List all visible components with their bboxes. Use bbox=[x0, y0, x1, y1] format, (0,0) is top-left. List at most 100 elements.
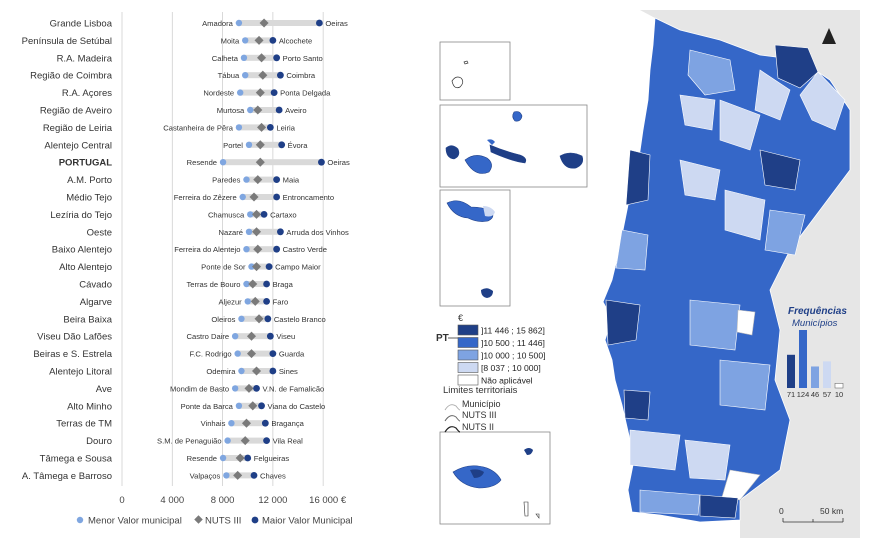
map-patch-mid-c bbox=[764, 209, 806, 256]
region-label: Alentejo Litoral bbox=[49, 367, 112, 378]
min-municipality-label: Amadora bbox=[202, 19, 234, 28]
range-bar bbox=[248, 228, 281, 235]
chart-row: R.A. Açores Nordeste Ponta Delgada bbox=[62, 88, 331, 99]
min-municipality-label: Oleiros bbox=[211, 315, 235, 324]
region-label: Lezíria do Tejo bbox=[50, 210, 112, 221]
max-municipality-label: Faro bbox=[273, 297, 289, 306]
nuts-point bbox=[248, 401, 258, 411]
map-patch-light-ne2 bbox=[754, 69, 791, 121]
freq-value-label: 124 bbox=[797, 390, 810, 399]
max-point bbox=[273, 54, 281, 62]
freq-bar bbox=[823, 361, 831, 388]
min-municipality-label: Vinhais bbox=[201, 419, 226, 428]
min-point bbox=[238, 367, 245, 375]
map-patch-dark-coast bbox=[625, 149, 651, 206]
min-municipality-label: Mondim de Basto bbox=[170, 384, 229, 393]
scale-label-50: 50 km bbox=[820, 506, 843, 516]
max-point bbox=[258, 402, 265, 410]
limit-nuts3-label: NUTS III bbox=[462, 410, 497, 420]
map-patch-light-odemira bbox=[629, 429, 681, 471]
min-municipality-label: Valpaços bbox=[190, 471, 221, 480]
map-patch-dark-c1 bbox=[759, 149, 801, 191]
legend-nuts-marker bbox=[194, 515, 203, 524]
nuts-point bbox=[255, 140, 265, 150]
min-municipality-label: Nazaré bbox=[218, 228, 242, 237]
map-patch-mid-coast bbox=[615, 229, 649, 271]
min-municipality-label: Nordeste bbox=[203, 89, 234, 98]
nuts-point bbox=[253, 175, 263, 185]
nuts-point bbox=[252, 227, 262, 237]
max-municipality-label: Aveiro bbox=[285, 106, 306, 115]
limit-nuts3-icon bbox=[444, 415, 461, 422]
min-point bbox=[231, 333, 239, 340]
chart-row: Tâmega e Sousa Resende Felgueiras bbox=[40, 453, 290, 465]
max-municipality-label: Felgueiras bbox=[254, 454, 290, 463]
inset-island-desertas bbox=[523, 501, 540, 519]
chart-rows: Grande Lisboa Amadora Oeiras Península de S… bbox=[22, 18, 350, 482]
limit-municipio-label: Município bbox=[462, 399, 501, 409]
map-patch-light-c2 bbox=[724, 189, 766, 241]
region-label: PORTUGAL bbox=[59, 158, 113, 169]
max-point bbox=[269, 37, 277, 44]
freq-value-label: 46 bbox=[811, 390, 819, 399]
chart-row: Lezíria do Tejo Chamusca Cartaxo bbox=[50, 209, 297, 221]
nuts-point bbox=[258, 70, 268, 80]
x-tick-label: 0 bbox=[119, 495, 124, 506]
region-label: R.A. Madeira bbox=[57, 53, 113, 64]
min-municipality-label: Terras de Bouro bbox=[186, 280, 240, 289]
freq-value-label: 57 bbox=[823, 390, 831, 399]
max-municipality-label: Arruda dos Vinhos bbox=[286, 228, 349, 237]
x-tick-label: 4 000 bbox=[160, 495, 184, 506]
max-point bbox=[270, 89, 278, 96]
min-point bbox=[228, 420, 235, 427]
class-swatch bbox=[457, 337, 479, 348]
north-arrow-icon bbox=[822, 28, 836, 44]
max-municipality-label: Porto Santo bbox=[283, 54, 323, 63]
map-patch-light-n2 bbox=[719, 99, 761, 151]
limit-nuts2-label: NUTS II bbox=[462, 422, 494, 432]
inset-island-madeira-dark bbox=[470, 469, 484, 478]
min-point bbox=[247, 106, 254, 114]
max-municipality-label: Bragança bbox=[271, 419, 304, 428]
freq-value-label: 10 bbox=[835, 390, 843, 399]
chart-row: Região de Aveiro Murtosa Aveiro bbox=[40, 105, 307, 117]
max-municipality-label: Braga bbox=[273, 280, 294, 289]
region-label: Alto Minho bbox=[67, 401, 112, 412]
range-bar bbox=[223, 455, 248, 461]
freq-title: Frequências bbox=[788, 306, 847, 317]
region-label: Alentejo Central bbox=[44, 140, 112, 151]
inset-island-selvagens bbox=[451, 60, 469, 89]
nuts-point bbox=[259, 18, 269, 28]
chart-row: Alto Alentejo Ponte de Sor Campo Maior bbox=[59, 262, 321, 273]
chart-row: Douro S.M. de Penaguião Vila Real bbox=[86, 436, 303, 447]
chart-row: Região de Coimbra Tábua Coimbra bbox=[30, 70, 316, 82]
limit-nuts2-icon bbox=[444, 426, 461, 433]
region-label: Tâmega e Sousa bbox=[40, 454, 113, 465]
min-municipality-label: Tábua bbox=[218, 71, 240, 80]
min-municipality-label: Aljezur bbox=[219, 297, 243, 306]
chart-row: Grande Lisboa Amadora Oeiras bbox=[50, 18, 348, 30]
min-point bbox=[219, 454, 227, 462]
map-patch-light-n3 bbox=[679, 94, 716, 131]
map-patch-mid-algarve bbox=[639, 489, 701, 516]
nuts-point bbox=[252, 262, 262, 272]
nuts-point bbox=[254, 35, 264, 45]
min-point bbox=[223, 472, 230, 479]
min-municipality-label: Castro Daire bbox=[187, 332, 230, 341]
max-point bbox=[273, 176, 281, 184]
region-label: Algarve bbox=[80, 297, 112, 308]
max-municipality-label: Viseu bbox=[276, 332, 295, 341]
min-point bbox=[243, 176, 250, 183]
nuts-point bbox=[241, 418, 251, 428]
legend-max-marker bbox=[251, 516, 259, 524]
max-municipality-label: Leiria bbox=[276, 123, 295, 132]
min-point bbox=[235, 402, 243, 409]
inset-island-azores-a bbox=[512, 111, 523, 122]
max-point bbox=[277, 71, 284, 79]
min-point bbox=[244, 298, 251, 305]
map-patch-light-s2 bbox=[684, 439, 731, 481]
max-municipality-label: Castro Verde bbox=[283, 245, 327, 254]
freq-bar bbox=[834, 383, 844, 389]
chart-row: Algarve Aljezur Faro bbox=[80, 296, 289, 308]
